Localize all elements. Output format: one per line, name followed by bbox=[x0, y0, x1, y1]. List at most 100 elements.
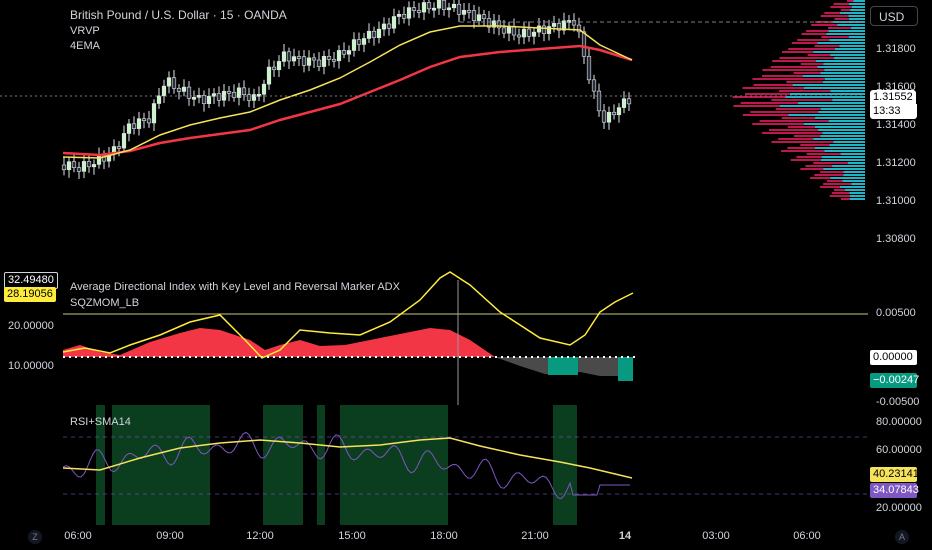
volume-profile-bar-down bbox=[840, 9, 851, 11]
volume-profile-bar-down bbox=[779, 57, 835, 59]
candle-body bbox=[251, 94, 257, 101]
candle-body bbox=[556, 23, 562, 31]
volume-profile-bar-up bbox=[789, 93, 865, 95]
candle-body bbox=[481, 14, 487, 19]
candle-body bbox=[496, 20, 502, 29]
candle-body bbox=[501, 27, 507, 34]
volume-profile-bar-down bbox=[768, 129, 819, 131]
candle-body bbox=[506, 25, 512, 34]
time-tick: 12:00 bbox=[246, 530, 274, 542]
volume-profile-bar-down bbox=[742, 114, 789, 116]
auto-scale-icon[interactable]: A bbox=[895, 530, 909, 544]
volume-profile-bar-up bbox=[820, 135, 865, 137]
candle-body bbox=[531, 31, 537, 37]
volume-profile-bar-down bbox=[806, 30, 829, 32]
candle-body bbox=[511, 25, 517, 36]
volume-profile-bar-down bbox=[732, 96, 786, 98]
volume-profile-bar-down bbox=[806, 153, 841, 155]
squeeze-momentum-title[interactable]: SQZMOM_LB bbox=[70, 297, 140, 309]
indicator-ema-label[interactable]: 4EMA bbox=[70, 40, 100, 52]
volume-profile-bar-down bbox=[841, 198, 850, 200]
candle-body bbox=[306, 57, 312, 66]
candle-body bbox=[156, 95, 162, 104]
volume-profile-bar-up bbox=[847, 162, 865, 164]
candle-body bbox=[416, 10, 422, 13]
candle-body bbox=[426, 2, 432, 10]
rsi-tick: 80.00000 bbox=[876, 416, 922, 428]
volume-profile-bar-up bbox=[814, 147, 865, 149]
volume-profile-bar-up bbox=[813, 138, 865, 140]
volume-profile-bar-down bbox=[819, 186, 840, 188]
candle-body bbox=[621, 98, 627, 108]
volume-profile-bar-down bbox=[830, 6, 852, 8]
rsi-sma-value-badge: 40.23141 bbox=[870, 467, 919, 482]
candle-body bbox=[421, 2, 427, 13]
candle-body bbox=[431, 7, 437, 11]
volume-profile-bar-up bbox=[822, 81, 865, 83]
volume-profile-bar-down bbox=[762, 69, 825, 71]
volume-profile-bar-down bbox=[790, 159, 821, 161]
volume-profile-bar-up bbox=[848, 3, 865, 5]
adx-pane-title[interactable]: Average Directional Index with Key Level… bbox=[70, 281, 400, 293]
candle-body bbox=[356, 39, 362, 45]
volume-profile-bar-down bbox=[813, 162, 848, 164]
candle-body bbox=[161, 85, 167, 97]
volume-profile-bar-down bbox=[847, 0, 854, 2]
candle-body bbox=[471, 10, 477, 21]
candle-body bbox=[616, 107, 622, 116]
candle-body bbox=[561, 20, 567, 31]
candle-body bbox=[441, 0, 447, 10]
volume-profile-bar-down bbox=[742, 87, 804, 89]
volume-profile-bar-down bbox=[759, 120, 829, 122]
volume-profile-bar-down bbox=[810, 177, 831, 179]
candle-body bbox=[411, 7, 417, 11]
candle-body bbox=[61, 164, 67, 171]
time-tick: 15:00 bbox=[338, 530, 366, 542]
volume-profile-bar-up bbox=[830, 90, 865, 92]
timezone-icon[interactable]: Z bbox=[28, 530, 42, 544]
currency-button[interactable]: USD bbox=[870, 6, 918, 26]
volume-profile-bar-up bbox=[821, 156, 865, 158]
candle-body bbox=[271, 66, 277, 71]
candle-body bbox=[286, 51, 292, 62]
candle-body bbox=[96, 155, 102, 165]
candle-body bbox=[626, 98, 632, 105]
adx-line bbox=[62, 271, 634, 359]
volume-profile-bar-up bbox=[792, 84, 865, 86]
volume-profile-bar-up bbox=[829, 39, 865, 41]
candle-body bbox=[301, 56, 307, 66]
candle-body bbox=[546, 26, 552, 34]
volume-profile-bar-up bbox=[837, 24, 865, 26]
rsi-value-badge: 34.07843 bbox=[870, 483, 919, 498]
momentum-teal-bar bbox=[618, 357, 633, 381]
volume-profile-bar-down bbox=[807, 54, 831, 56]
symbol-title[interactable]: British Pound / U.S. Dollar · 15 · OANDA bbox=[70, 8, 287, 22]
candle-body bbox=[326, 56, 332, 60]
candle-body bbox=[386, 23, 392, 29]
candle-body bbox=[611, 111, 617, 116]
candle-body bbox=[521, 28, 527, 38]
candle-body bbox=[151, 103, 157, 124]
volume-profile-bar-down bbox=[771, 141, 834, 143]
candle-body bbox=[516, 34, 522, 38]
volume-profile-bar-down bbox=[791, 42, 818, 44]
volume-profile-bar-up bbox=[849, 192, 865, 194]
volume-profile-bar-down bbox=[820, 15, 849, 17]
volume-profile-bar-up bbox=[853, 0, 865, 2]
volume-profile-bar-down bbox=[829, 195, 850, 197]
volume-profile-bar-down bbox=[733, 105, 780, 107]
volume-profile-bar-up bbox=[851, 6, 865, 8]
volume-profile-bar-down bbox=[752, 78, 825, 80]
candle-body bbox=[311, 57, 317, 61]
rsi-pane-title[interactable]: RSI+SMA14 bbox=[70, 416, 131, 428]
candle-body bbox=[581, 31, 587, 57]
volume-profile-bar-up bbox=[813, 51, 865, 53]
candle-body bbox=[141, 118, 147, 122]
candle-body bbox=[66, 161, 72, 171]
candle-body bbox=[191, 97, 197, 100]
candle-body bbox=[316, 59, 322, 67]
time-tick: 06:00 bbox=[64, 530, 92, 542]
volume-profile-bar-up bbox=[803, 123, 865, 125]
indicator-vrvp-label[interactable]: VRVP bbox=[70, 25, 100, 37]
